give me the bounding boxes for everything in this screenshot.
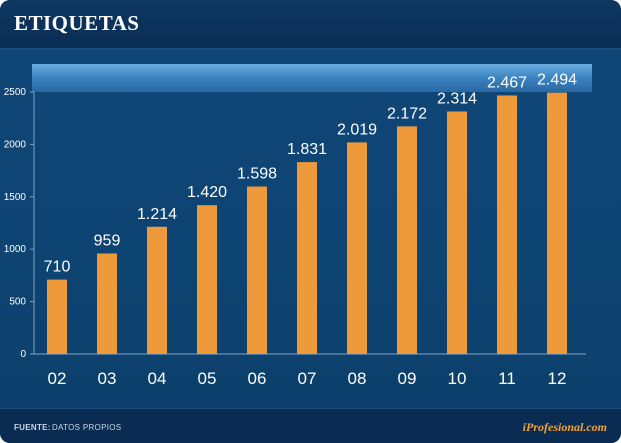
data-label: 1.214 xyxy=(137,206,177,223)
x-tick-label: 11 xyxy=(498,369,516,388)
source-label: FUENTE: xyxy=(14,423,51,432)
page-title: ETIQUETAS xyxy=(14,11,140,35)
bar-chart: 0 500 1000 1500 2000 2500 710 02 959 03 1.214 04 1.… xyxy=(4,64,592,388)
x-tick-label: 04 xyxy=(148,369,167,388)
bar xyxy=(497,95,517,354)
footer: FUENTE: DATOS PROPIOS iProfesional.com xyxy=(0,408,621,443)
y-tick-label: 2000 xyxy=(4,139,27,150)
bar xyxy=(547,92,567,355)
x-tick-label: 09 xyxy=(398,369,417,388)
y-tick-label: 2500 xyxy=(4,87,27,98)
data-label: 2.172 xyxy=(387,105,427,122)
bar xyxy=(147,226,167,354)
data-label: 1.420 xyxy=(187,184,227,201)
x-tick-label: 10 xyxy=(448,369,467,388)
brand-logo: iProfesional.com xyxy=(522,420,607,434)
highlight-band xyxy=(32,64,592,92)
x-tick-label: 07 xyxy=(298,369,317,388)
x-tick-label: 08 xyxy=(348,369,367,388)
bar xyxy=(297,162,317,354)
bar xyxy=(447,111,467,354)
bar xyxy=(397,126,417,355)
y-tick-label: 1000 xyxy=(4,244,27,255)
y-tick-label: 1500 xyxy=(4,192,27,203)
data-label: 2.019 xyxy=(337,121,377,138)
data-label: 2.467 xyxy=(487,74,527,91)
x-tick-label: 03 xyxy=(98,369,117,388)
source-value: DATOS PROPIOS xyxy=(52,423,122,432)
y-tick-label: 500 xyxy=(9,297,26,308)
bar xyxy=(97,253,117,354)
data-label: 2.314 xyxy=(437,90,477,107)
x-tick-label: 02 xyxy=(48,369,67,388)
bar xyxy=(247,186,267,354)
y-tick-label: 0 xyxy=(20,349,26,360)
title-band: ETIQUETAS xyxy=(0,0,621,49)
x-tick-label: 12 xyxy=(548,369,567,388)
bar xyxy=(47,279,67,354)
bar xyxy=(197,205,217,354)
data-label: 1.598 xyxy=(237,166,277,183)
x-tick-label: 06 xyxy=(248,369,267,388)
x-tick-label: 05 xyxy=(198,369,217,388)
data-label: 1.831 xyxy=(287,141,327,158)
bar xyxy=(347,142,367,354)
data-label: 959 xyxy=(94,232,121,249)
data-label: 710 xyxy=(44,259,71,276)
data-label: 2.494 xyxy=(537,72,577,89)
